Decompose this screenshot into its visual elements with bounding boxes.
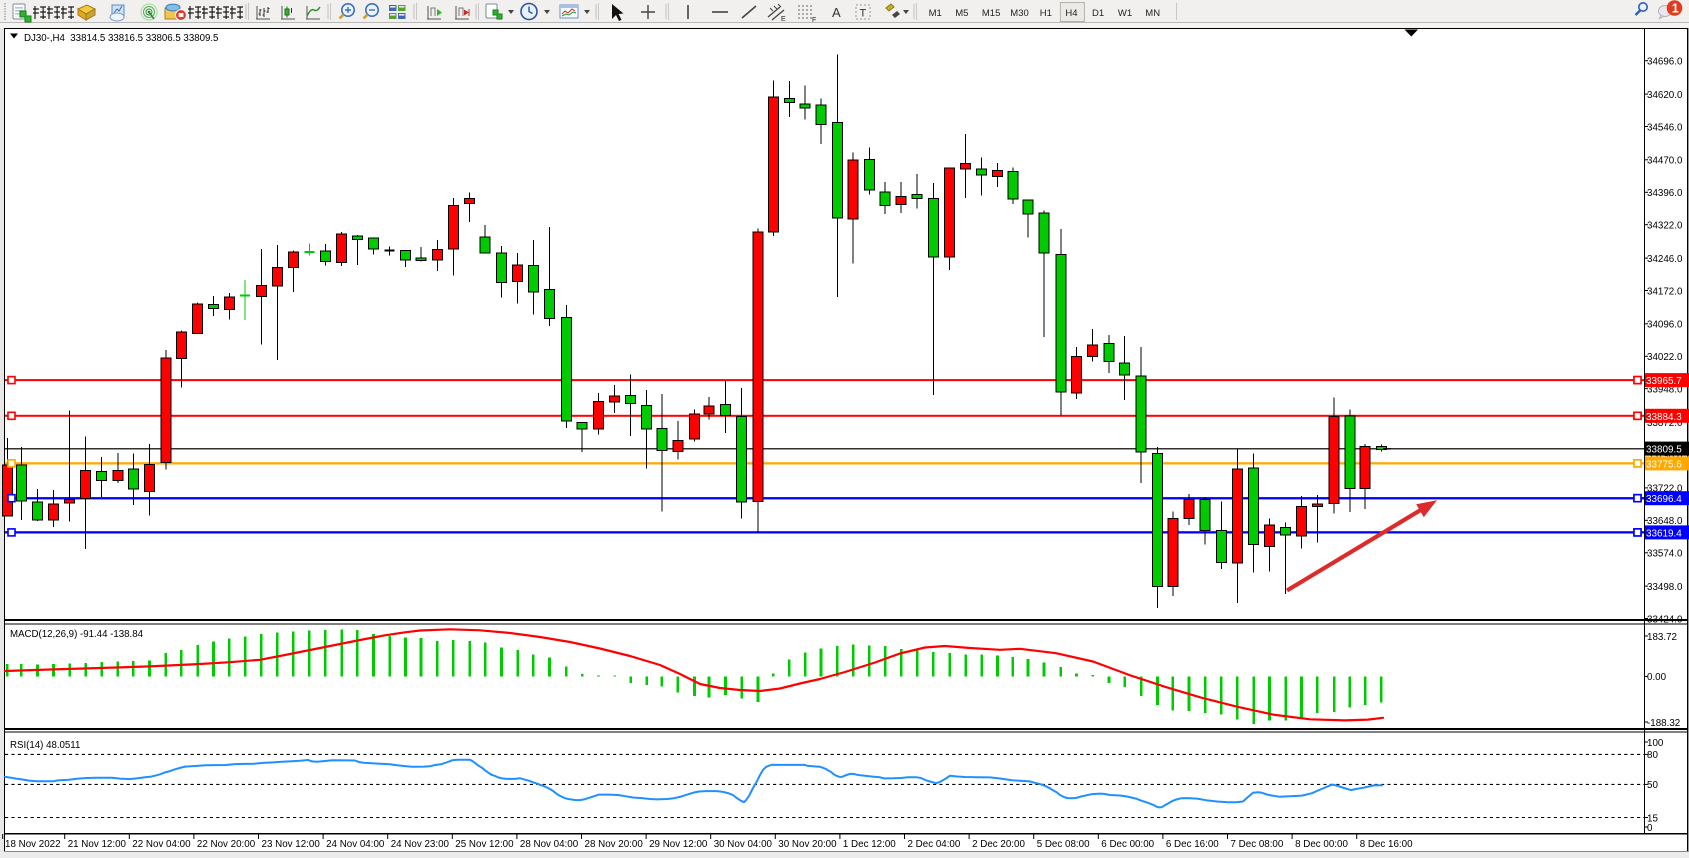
svg-text:23 Nov 12:00: 23 Nov 12:00 bbox=[262, 839, 321, 850]
svg-text:100: 100 bbox=[1647, 738, 1664, 749]
svg-text:34096.0: 34096.0 bbox=[1647, 320, 1683, 331]
svg-text:34322.0: 34322.0 bbox=[1647, 221, 1683, 232]
svg-text:6 Dec 00:00: 6 Dec 00:00 bbox=[1101, 839, 1154, 850]
svg-text:34546.0: 34546.0 bbox=[1647, 122, 1683, 133]
svg-text:W1: W1 bbox=[1118, 8, 1132, 19]
svg-text:33619.4: 33619.4 bbox=[1646, 528, 1682, 539]
svg-text:33722.0: 33722.0 bbox=[1647, 484, 1683, 495]
svg-text:H1: H1 bbox=[1040, 8, 1052, 19]
svg-text:33498.0: 33498.0 bbox=[1647, 582, 1683, 593]
svg-text:M5: M5 bbox=[955, 8, 968, 19]
svg-text:34396.0: 34396.0 bbox=[1647, 188, 1683, 199]
svg-text:E: E bbox=[781, 16, 786, 23]
svg-text:28 Nov 04:00: 28 Nov 04:00 bbox=[520, 839, 579, 850]
svg-text:183.72: 183.72 bbox=[1647, 632, 1677, 643]
svg-text:34172.0: 34172.0 bbox=[1647, 286, 1683, 297]
svg-text:30 Nov 20:00: 30 Nov 20:00 bbox=[778, 839, 837, 850]
svg-text:A: A bbox=[832, 5, 841, 20]
svg-text:33648.0: 33648.0 bbox=[1647, 516, 1683, 527]
svg-text:34620.0: 34620.0 bbox=[1647, 90, 1683, 101]
svg-text:-188.32: -188.32 bbox=[1647, 718, 1680, 729]
svg-text:0: 0 bbox=[1647, 823, 1653, 834]
svg-text:RSI(14) 48.0511: RSI(14) 48.0511 bbox=[10, 740, 80, 751]
svg-text:D1: D1 bbox=[1092, 8, 1104, 19]
svg-text:5 Dec 08:00: 5 Dec 08:00 bbox=[1037, 839, 1090, 850]
svg-text:8 Dec 16:00: 8 Dec 16:00 bbox=[1360, 839, 1413, 850]
svg-text:2 Dec 20:00: 2 Dec 20:00 bbox=[972, 839, 1025, 850]
svg-text:34246.0: 34246.0 bbox=[1647, 254, 1683, 265]
svg-text:34470.0: 34470.0 bbox=[1647, 156, 1683, 167]
svg-text:50: 50 bbox=[1647, 780, 1658, 791]
svg-text:25 Nov 12:00: 25 Nov 12:00 bbox=[455, 839, 514, 850]
svg-text:28 Nov 20:00: 28 Nov 20:00 bbox=[585, 839, 644, 850]
svg-text:33948.0: 33948.0 bbox=[1647, 385, 1683, 396]
svg-text:0.00: 0.00 bbox=[1647, 672, 1667, 683]
svg-text:22 Nov 04:00: 22 Nov 04:00 bbox=[132, 839, 191, 850]
svg-text:T: T bbox=[860, 8, 867, 20]
svg-text:33809.5: 33809.5 bbox=[1646, 445, 1682, 456]
svg-text:M30: M30 bbox=[1010, 8, 1028, 19]
svg-text:33574.0: 33574.0 bbox=[1647, 549, 1683, 560]
svg-text:18 Nov 2022: 18 Nov 2022 bbox=[5, 839, 61, 850]
svg-text:MN: MN bbox=[1145, 8, 1160, 19]
svg-text:15: 15 bbox=[1647, 813, 1658, 824]
svg-text:34696.0: 34696.0 bbox=[1647, 57, 1683, 68]
svg-text:80: 80 bbox=[1647, 750, 1658, 761]
svg-text:33884.3: 33884.3 bbox=[1646, 412, 1682, 423]
svg-text:33872.0: 33872.0 bbox=[1647, 418, 1683, 429]
svg-text:2 Dec 04:00: 2 Dec 04:00 bbox=[908, 839, 961, 850]
svg-text:H4: H4 bbox=[1065, 8, 1077, 19]
svg-text:M1: M1 bbox=[929, 8, 942, 19]
svg-text:33775.6: 33775.6 bbox=[1646, 459, 1682, 470]
svg-text:MACD(12,26,9) -91.44 -138.84: MACD(12,26,9) -91.44 -138.84 bbox=[10, 629, 144, 640]
svg-text:33798.0: 33798.0 bbox=[1647, 450, 1683, 461]
svg-text:6 Dec 16:00: 6 Dec 16:00 bbox=[1166, 839, 1219, 850]
svg-text:24 Nov 23:00: 24 Nov 23:00 bbox=[391, 839, 450, 850]
svg-text:7 Dec 08:00: 7 Dec 08:00 bbox=[1231, 839, 1284, 850]
svg-text:8 Dec 00:00: 8 Dec 00:00 bbox=[1295, 839, 1348, 850]
svg-text:30 Nov 04:00: 30 Nov 04:00 bbox=[714, 839, 773, 850]
svg-text:33424.0: 33424.0 bbox=[1647, 614, 1683, 625]
svg-text:33696.4: 33696.4 bbox=[1646, 494, 1682, 505]
svg-text:1 Dec 12:00: 1 Dec 12:00 bbox=[843, 839, 896, 850]
svg-text:22 Nov 20:00: 22 Nov 20:00 bbox=[197, 839, 256, 850]
svg-text:21 Nov 12:00: 21 Nov 12:00 bbox=[68, 839, 127, 850]
svg-text:34022.0: 34022.0 bbox=[1647, 352, 1683, 363]
svg-text:24 Nov 04:00: 24 Nov 04:00 bbox=[326, 839, 385, 850]
svg-text:F: F bbox=[812, 17, 816, 24]
svg-text:DJ30-,H4 33814.5 33816.5 3380: DJ30-,H4 33814.5 33816.5 33806.5 33809.5 bbox=[24, 33, 218, 44]
svg-text:29 Nov 12:00: 29 Nov 12:00 bbox=[649, 839, 708, 850]
svg-text:M15: M15 bbox=[982, 8, 1000, 19]
svg-text:33965.7: 33965.7 bbox=[1646, 376, 1682, 387]
svg-text:1: 1 bbox=[1672, 1, 1679, 15]
